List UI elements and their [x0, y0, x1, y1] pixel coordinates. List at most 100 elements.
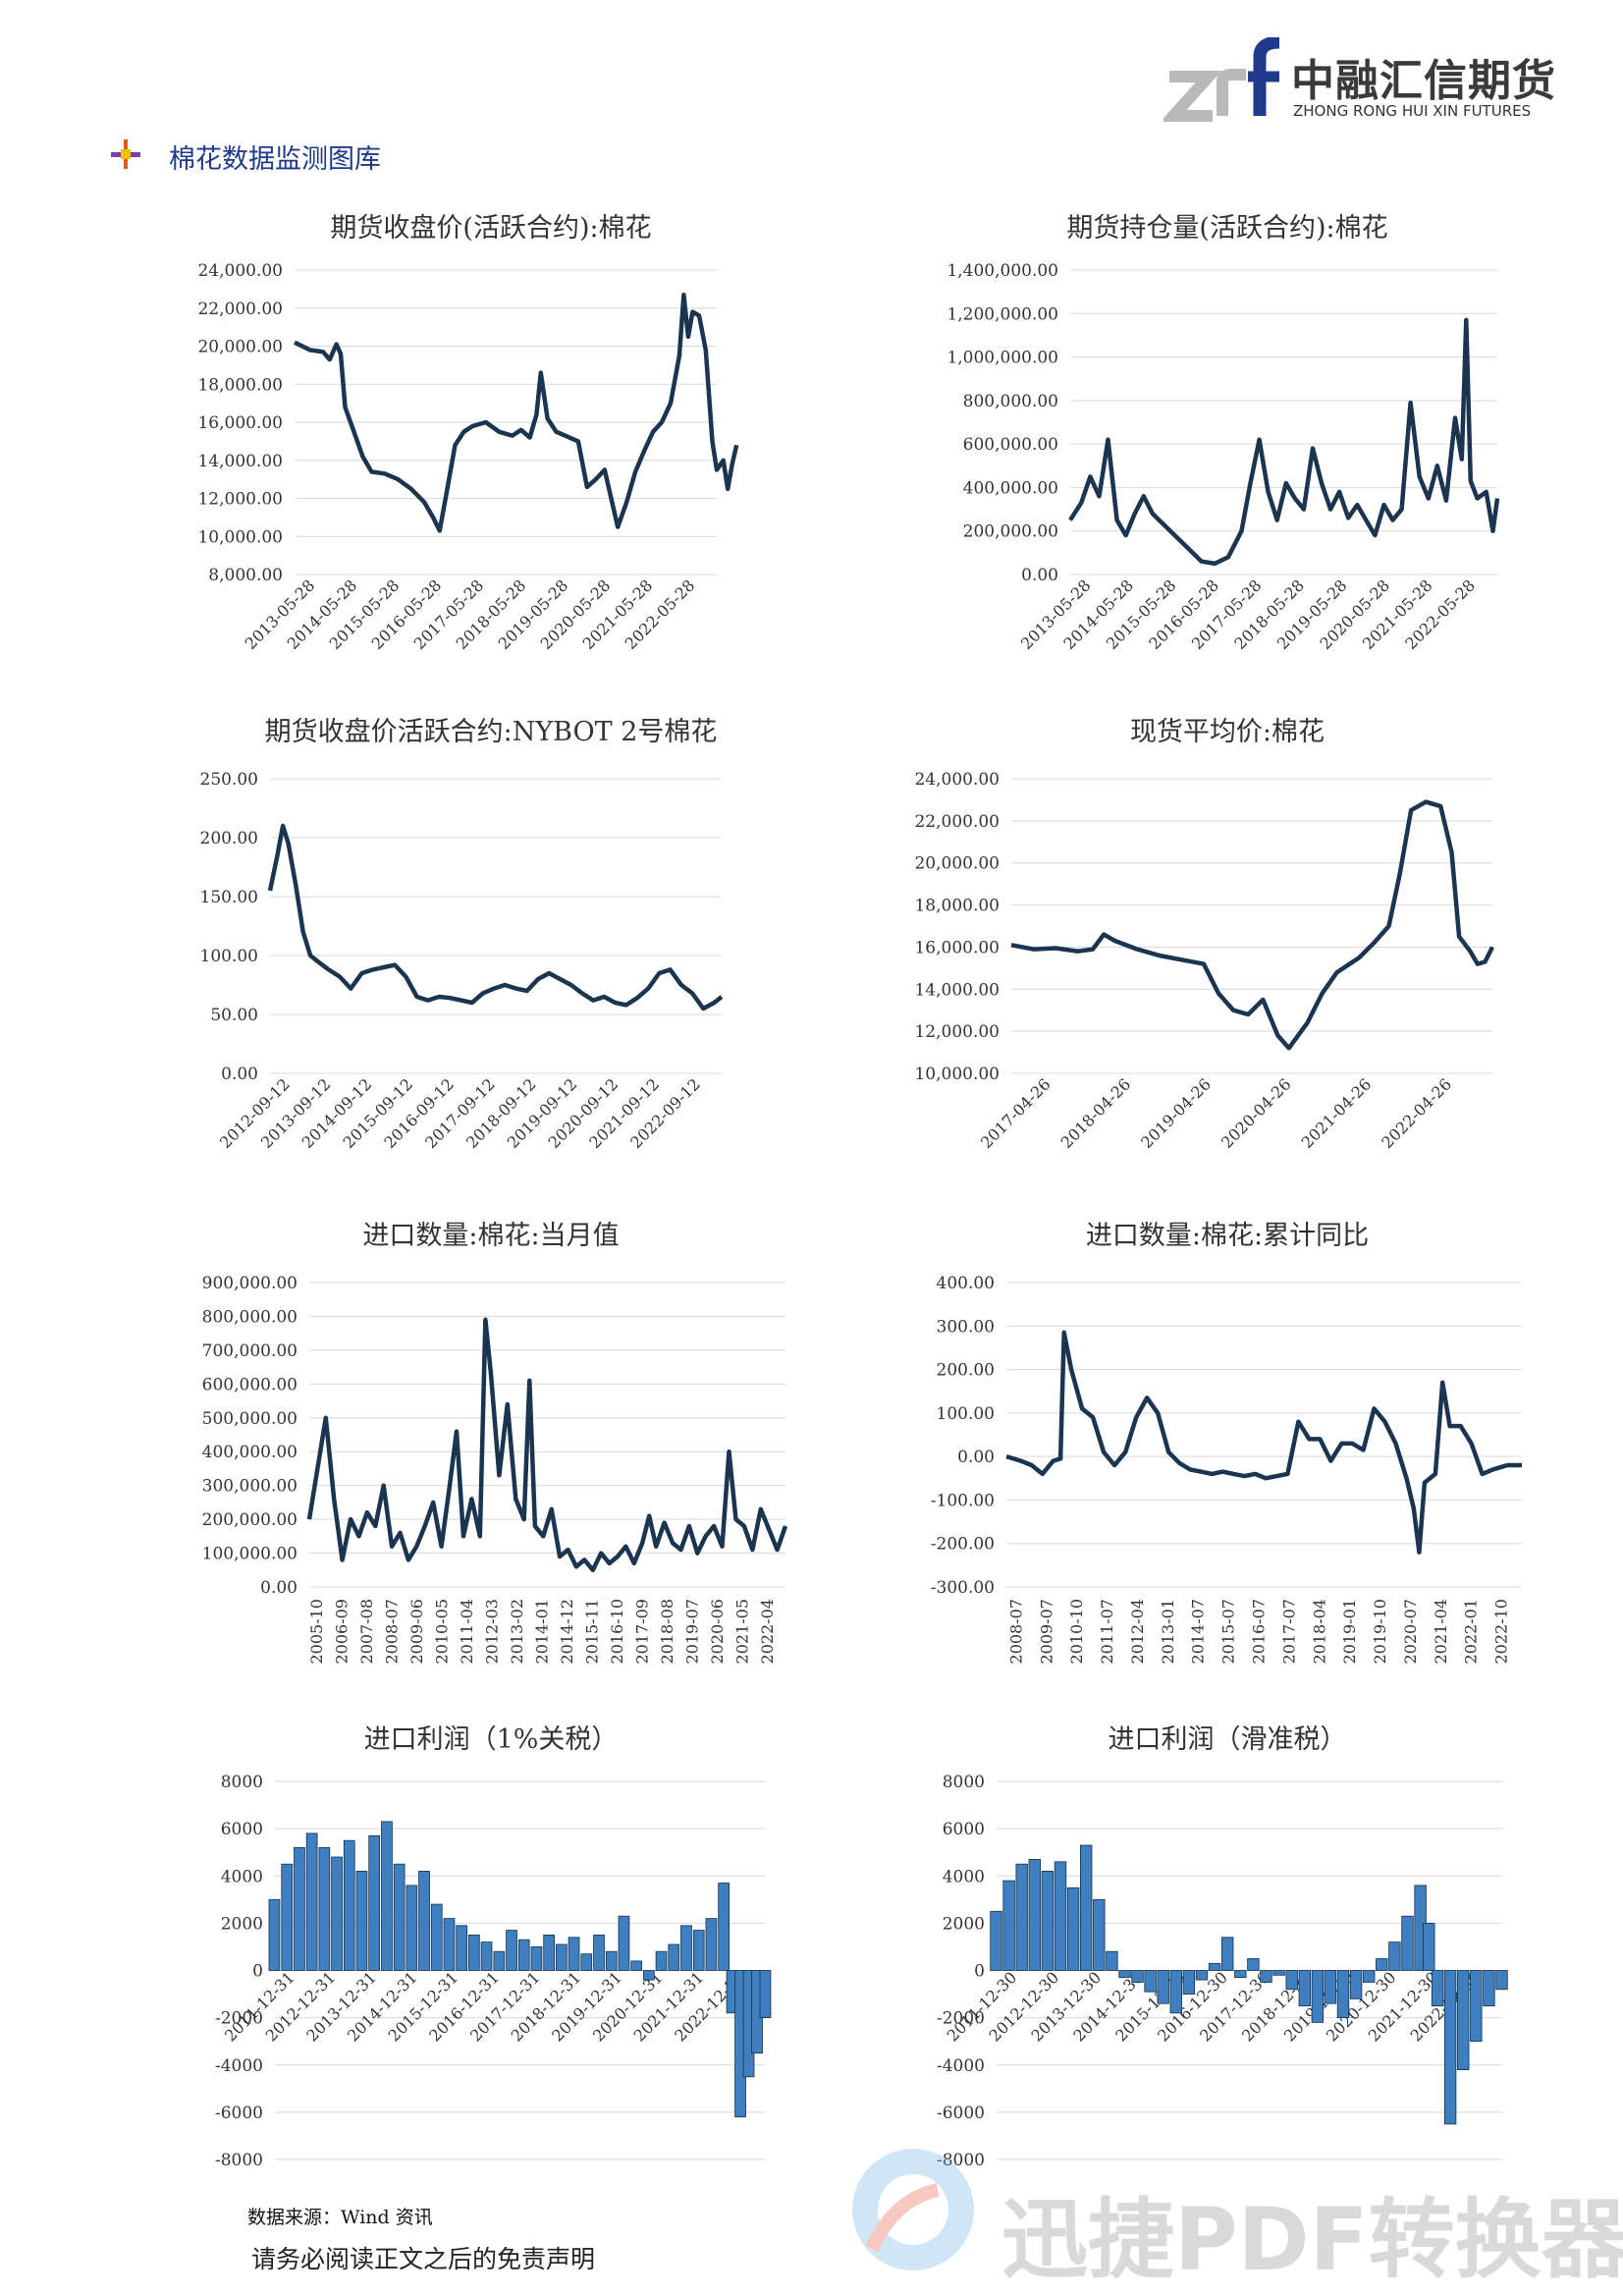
bar: [680, 1925, 692, 1971]
y-tick-label: 16,000.00: [914, 938, 1000, 957]
chart-import-profit-1pct-tariff: 进口利润（1%关税） 8000 6000 4000 2000 0 -2000 -4000 -6…: [177, 1708, 805, 2179]
bar: [1234, 1970, 1247, 1979]
y-tick-label: -4000: [215, 2056, 263, 2076]
y-tick-label: 900,000.00: [202, 1274, 298, 1293]
y-tick-label: -6000: [937, 2104, 985, 2123]
y-tick-label: 8,000.00: [208, 566, 283, 585]
chart-futures-close-cotton: 期货收盘价(活跃合约):棉花 24,000.00 22,000.00 20,000.…: [177, 196, 805, 687]
bar: [1066, 1886, 1080, 1971]
chart-title: 进口数量:棉花:累计同比: [1085, 1221, 1370, 1251]
chart-title: 期货持仓量(活跃合约):棉花: [1066, 213, 1388, 244]
bar: [493, 1950, 506, 1971]
bar: [1144, 1970, 1157, 1993]
chart-plot: 1,400,000.00 1,200,000.00 1,000,000.00 800,…: [947, 261, 1500, 653]
y-tick-label: 0: [974, 1962, 985, 1982]
series-line: [1010, 799, 1495, 1051]
y-tick-label: 2000: [943, 1914, 985, 1934]
series-line: [293, 292, 739, 533]
bar: [1002, 1880, 1015, 1971]
bar: [467, 1934, 480, 1971]
watermark-logo-icon: [852, 2149, 974, 2270]
bar: [355, 1870, 368, 1971]
chart-import-volume-yoy: 进口数量:棉花:累计同比 400.00 300.00 200.00 100.00 0.0…: [913, 1204, 1542, 1695]
y-tick-label: 200,000.00: [202, 1510, 298, 1530]
series-line: [306, 1317, 788, 1573]
bar: [530, 1945, 543, 1971]
y-tick-label: 4000: [943, 1867, 985, 1886]
y-tick-label: 22,000.00: [197, 300, 283, 319]
y-tick-label: 1,000,000.00: [947, 349, 1058, 368]
bar: [1431, 1970, 1444, 2006]
chart-plot: 80006000400020000-2000-4000-6000-8000201…: [215, 1773, 772, 2170]
bar: [343, 1839, 355, 1971]
bar: [1349, 1970, 1363, 1999]
x-tick-label: 2016-10: [608, 1599, 626, 1664]
bar: [1195, 1970, 1209, 1981]
y-tick-label: 400.00: [937, 1274, 995, 1293]
bar: [368, 1834, 380, 1971]
x-tick-label: 2021-04-26: [1298, 1074, 1376, 1152]
x-tick-label: 2022-10: [1492, 1599, 1511, 1664]
x-tick-label: 2011-07: [1098, 1599, 1116, 1664]
bar: [1336, 1970, 1350, 2018]
y-tick-label: 600,000.00: [202, 1375, 298, 1394]
bar: [430, 1903, 443, 1971]
y-tick-label: 200,000.00: [963, 522, 1058, 542]
y-tick-label: 0: [252, 1962, 263, 1982]
x-tick-label: 2018-04-26: [1057, 1074, 1135, 1152]
data-source-note: 数据来源：Wind 资讯: [247, 2207, 433, 2228]
x-tick-label: 2018-04: [1310, 1599, 1328, 1664]
y-tick-label: 800,000.00: [202, 1307, 298, 1327]
x-tick-label: 2012-04: [1128, 1599, 1147, 1664]
y-tick-label: 100,000.00: [202, 1545, 298, 1564]
x-tick-label: 2008-07: [382, 1599, 401, 1664]
bar: [1041, 1870, 1055, 1971]
bar: [456, 1925, 468, 1971]
bar: [1131, 1970, 1144, 1983]
y-tick-label: 300.00: [937, 1317, 995, 1337]
bar: [1362, 1970, 1376, 1983]
y-tick-label: 22,000.00: [914, 812, 1000, 832]
chart-plot: 24,000.00 22,000.00 20,000.00 18,000.00 16,0…: [197, 261, 739, 653]
bar: [642, 1970, 655, 1981]
y-tick-label: 10,000.00: [914, 1065, 1000, 1084]
chart-title: 进口数量:棉花:当月值: [362, 1221, 620, 1251]
x-tick-label: 2020-06: [708, 1599, 727, 1664]
y-tick-label: 1,400,000.00: [947, 261, 1058, 281]
y-tick-label: 100.00: [937, 1404, 995, 1424]
bar: [1388, 1941, 1401, 1971]
x-tick-label: 2019-04-26: [1137, 1074, 1215, 1152]
bar: [593, 1934, 605, 1971]
y-tick-label: 150.00: [200, 888, 258, 907]
bar: [1247, 1958, 1260, 1971]
y-tick-label: 200.00: [937, 1361, 995, 1381]
bar: [418, 1870, 430, 1971]
bar: [517, 1939, 530, 1971]
x-tick-label: 2019-10: [1371, 1599, 1389, 1664]
bar: [580, 1953, 593, 1971]
y-tick-label: 24,000.00: [914, 770, 1000, 790]
bar: [1470, 1970, 1483, 2043]
bar: [605, 1950, 618, 1971]
chart-futures-open-interest-cotton: 期货持仓量(活跃合约):棉花 1,400,000.00 1,200,000.00 1…: [913, 196, 1542, 687]
y-tick-label: 800,000.00: [963, 392, 1058, 411]
y-tick-label: 0.00: [1021, 566, 1058, 585]
bar: [1118, 1970, 1131, 1979]
disclaimer-note: 请务必阅读正文之后的免责声明: [251, 2245, 596, 2273]
bar: [1495, 1970, 1508, 1991]
bar: [718, 1883, 730, 1971]
chart-title: 期货收盘价活跃合约:NYBOT 2号棉花: [264, 717, 718, 747]
y-tick-label: 14,000.00: [197, 452, 283, 471]
x-tick-label: 2006-09: [332, 1599, 351, 1664]
y-tick-label: 18,000.00: [914, 897, 1000, 916]
bar: [281, 1863, 294, 1971]
x-tick-label: 2009-06: [407, 1599, 426, 1664]
bar: [1015, 1863, 1028, 1971]
x-tick-label: 2014-07: [1189, 1599, 1208, 1664]
y-tick-label: 8000: [221, 1773, 263, 1792]
y-tick-label: -2000: [215, 2009, 263, 2029]
bar: [1093, 1898, 1106, 1971]
bar: [1457, 1970, 1470, 2070]
y-tick-label: 12,000.00: [914, 1022, 1000, 1042]
y-tick-label: 500,000.00: [202, 1409, 298, 1429]
